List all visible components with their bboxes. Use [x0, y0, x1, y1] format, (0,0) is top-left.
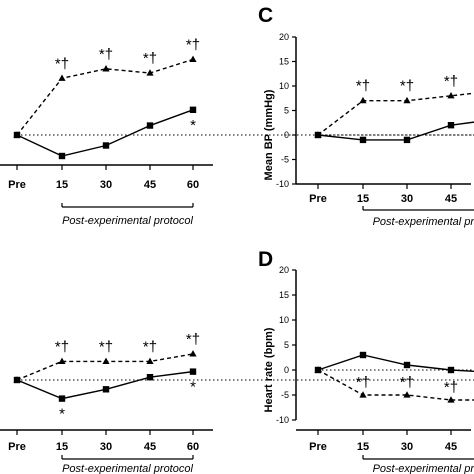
data-point-triangle: [102, 65, 110, 72]
y-tick-label: -10: [276, 415, 289, 425]
data-point-square: [102, 386, 110, 393]
significance-marker: *†: [143, 338, 157, 355]
y-tick-label: 10: [279, 315, 289, 325]
significance-marker: *†: [356, 374, 370, 391]
data-point-square: [58, 152, 66, 160]
panel-letter: C: [258, 4, 273, 27]
panel-letter: D: [258, 248, 273, 271]
significance-marker-solid: *: [190, 379, 196, 396]
protocol-label: Post-experimental protocol: [62, 215, 193, 227]
data-point-triangle: [189, 55, 197, 62]
significance-marker-solid: *: [190, 117, 196, 134]
protocol-label: Post-experimental protocol: [373, 463, 474, 474]
x-tick-label: 45: [445, 441, 457, 453]
data-point-triangle: [314, 366, 322, 373]
y-tick-label: 0: [284, 365, 289, 375]
data-point-triangle: [359, 96, 367, 104]
data-point-triangle: [58, 74, 66, 81]
x-tick-label: Pre: [309, 193, 327, 205]
data-point-triangle: [403, 96, 411, 104]
series-line-dashed: [16, 58, 194, 136]
data-point-square: [359, 351, 367, 359]
y-axis-label: Mean BP (mmHg): [263, 89, 275, 180]
data-point-square: [403, 136, 411, 144]
data-point-triangle: [13, 131, 21, 138]
x-tick-label: 60: [187, 179, 199, 191]
x-tick-label: 45: [445, 193, 457, 205]
x-tick-label: 60: [187, 441, 199, 453]
significance-marker: *†: [55, 338, 69, 355]
significance-marker-solid: *: [59, 406, 65, 423]
data-point-square: [447, 122, 455, 129]
data-point-square: [403, 361, 411, 369]
significance-marker: *†: [55, 55, 69, 72]
x-tick-label: 30: [100, 441, 112, 453]
y-tick-label: 5: [284, 106, 289, 116]
series-line-dashed: [16, 353, 194, 381]
x-tick-label: 15: [357, 193, 369, 205]
y-tick-label: 5: [284, 340, 289, 350]
y-tick-label: -5: [281, 390, 289, 400]
y-tick-label: 15: [279, 290, 289, 300]
x-tick-label: 15: [56, 441, 68, 453]
data-point-triangle: [359, 391, 367, 398]
significance-marker: *†: [99, 338, 113, 355]
significance-marker: *†: [444, 379, 458, 396]
series-line-solid: [16, 370, 194, 400]
protocol-label: Post-experimental protocol: [373, 216, 474, 228]
data-point-triangle: [314, 131, 322, 138]
data-point-triangle: [146, 357, 154, 364]
data-point-triangle: [58, 357, 66, 364]
data-point-triangle: [13, 376, 21, 383]
x-tick-label: Pre: [8, 441, 26, 453]
y-tick-label: 15: [279, 57, 289, 67]
y-axis-label: Heart rate (bpm): [263, 327, 275, 412]
protocol-label: Post-experimental protocol: [62, 463, 193, 474]
significance-marker: *†: [444, 73, 458, 90]
data-point-triangle: [146, 69, 154, 76]
x-tick-label: 45: [144, 179, 156, 191]
significance-marker: *†: [143, 50, 157, 67]
data-point-square: [189, 106, 197, 113]
y-tick-label: -5: [281, 155, 289, 165]
data-point-square: [58, 395, 66, 402]
significance-marker: *†: [356, 78, 370, 95]
significance-marker: *†: [186, 331, 200, 348]
x-tick-label: 15: [56, 179, 68, 191]
y-tick-label: 10: [279, 81, 289, 91]
data-point-triangle: [102, 357, 110, 364]
y-tick-label: 0: [284, 130, 289, 140]
data-point-square: [359, 136, 367, 144]
data-point-triangle: [403, 391, 411, 398]
x-tick-label: 30: [100, 179, 112, 191]
significance-marker: *†: [400, 78, 414, 95]
x-tick-label: 15: [357, 441, 369, 453]
series-line-solid: [16, 109, 194, 157]
series-line-dashed: [317, 369, 474, 401]
x-tick-label: 30: [401, 193, 413, 205]
data-point-triangle: [189, 350, 197, 357]
x-tick-label: 45: [144, 441, 156, 453]
significance-marker: *†: [99, 46, 113, 63]
y-tick-label: -10: [276, 179, 289, 189]
data-point-square: [146, 374, 154, 381]
x-tick-label: Pre: [8, 179, 26, 191]
significance-marker: *†: [400, 374, 414, 391]
y-tick-label: 20: [279, 32, 289, 42]
data-point-triangle: [447, 396, 455, 403]
x-tick-label: 30: [401, 441, 413, 453]
data-point-square: [189, 368, 197, 375]
data-point-square: [447, 366, 455, 374]
significance-marker: *†: [186, 36, 200, 53]
x-tick-label: Pre: [309, 441, 327, 453]
data-point-triangle: [447, 92, 455, 99]
data-point-square: [102, 142, 110, 149]
y-tick-label: 20: [279, 265, 289, 275]
data-point-square: [146, 122, 154, 129]
